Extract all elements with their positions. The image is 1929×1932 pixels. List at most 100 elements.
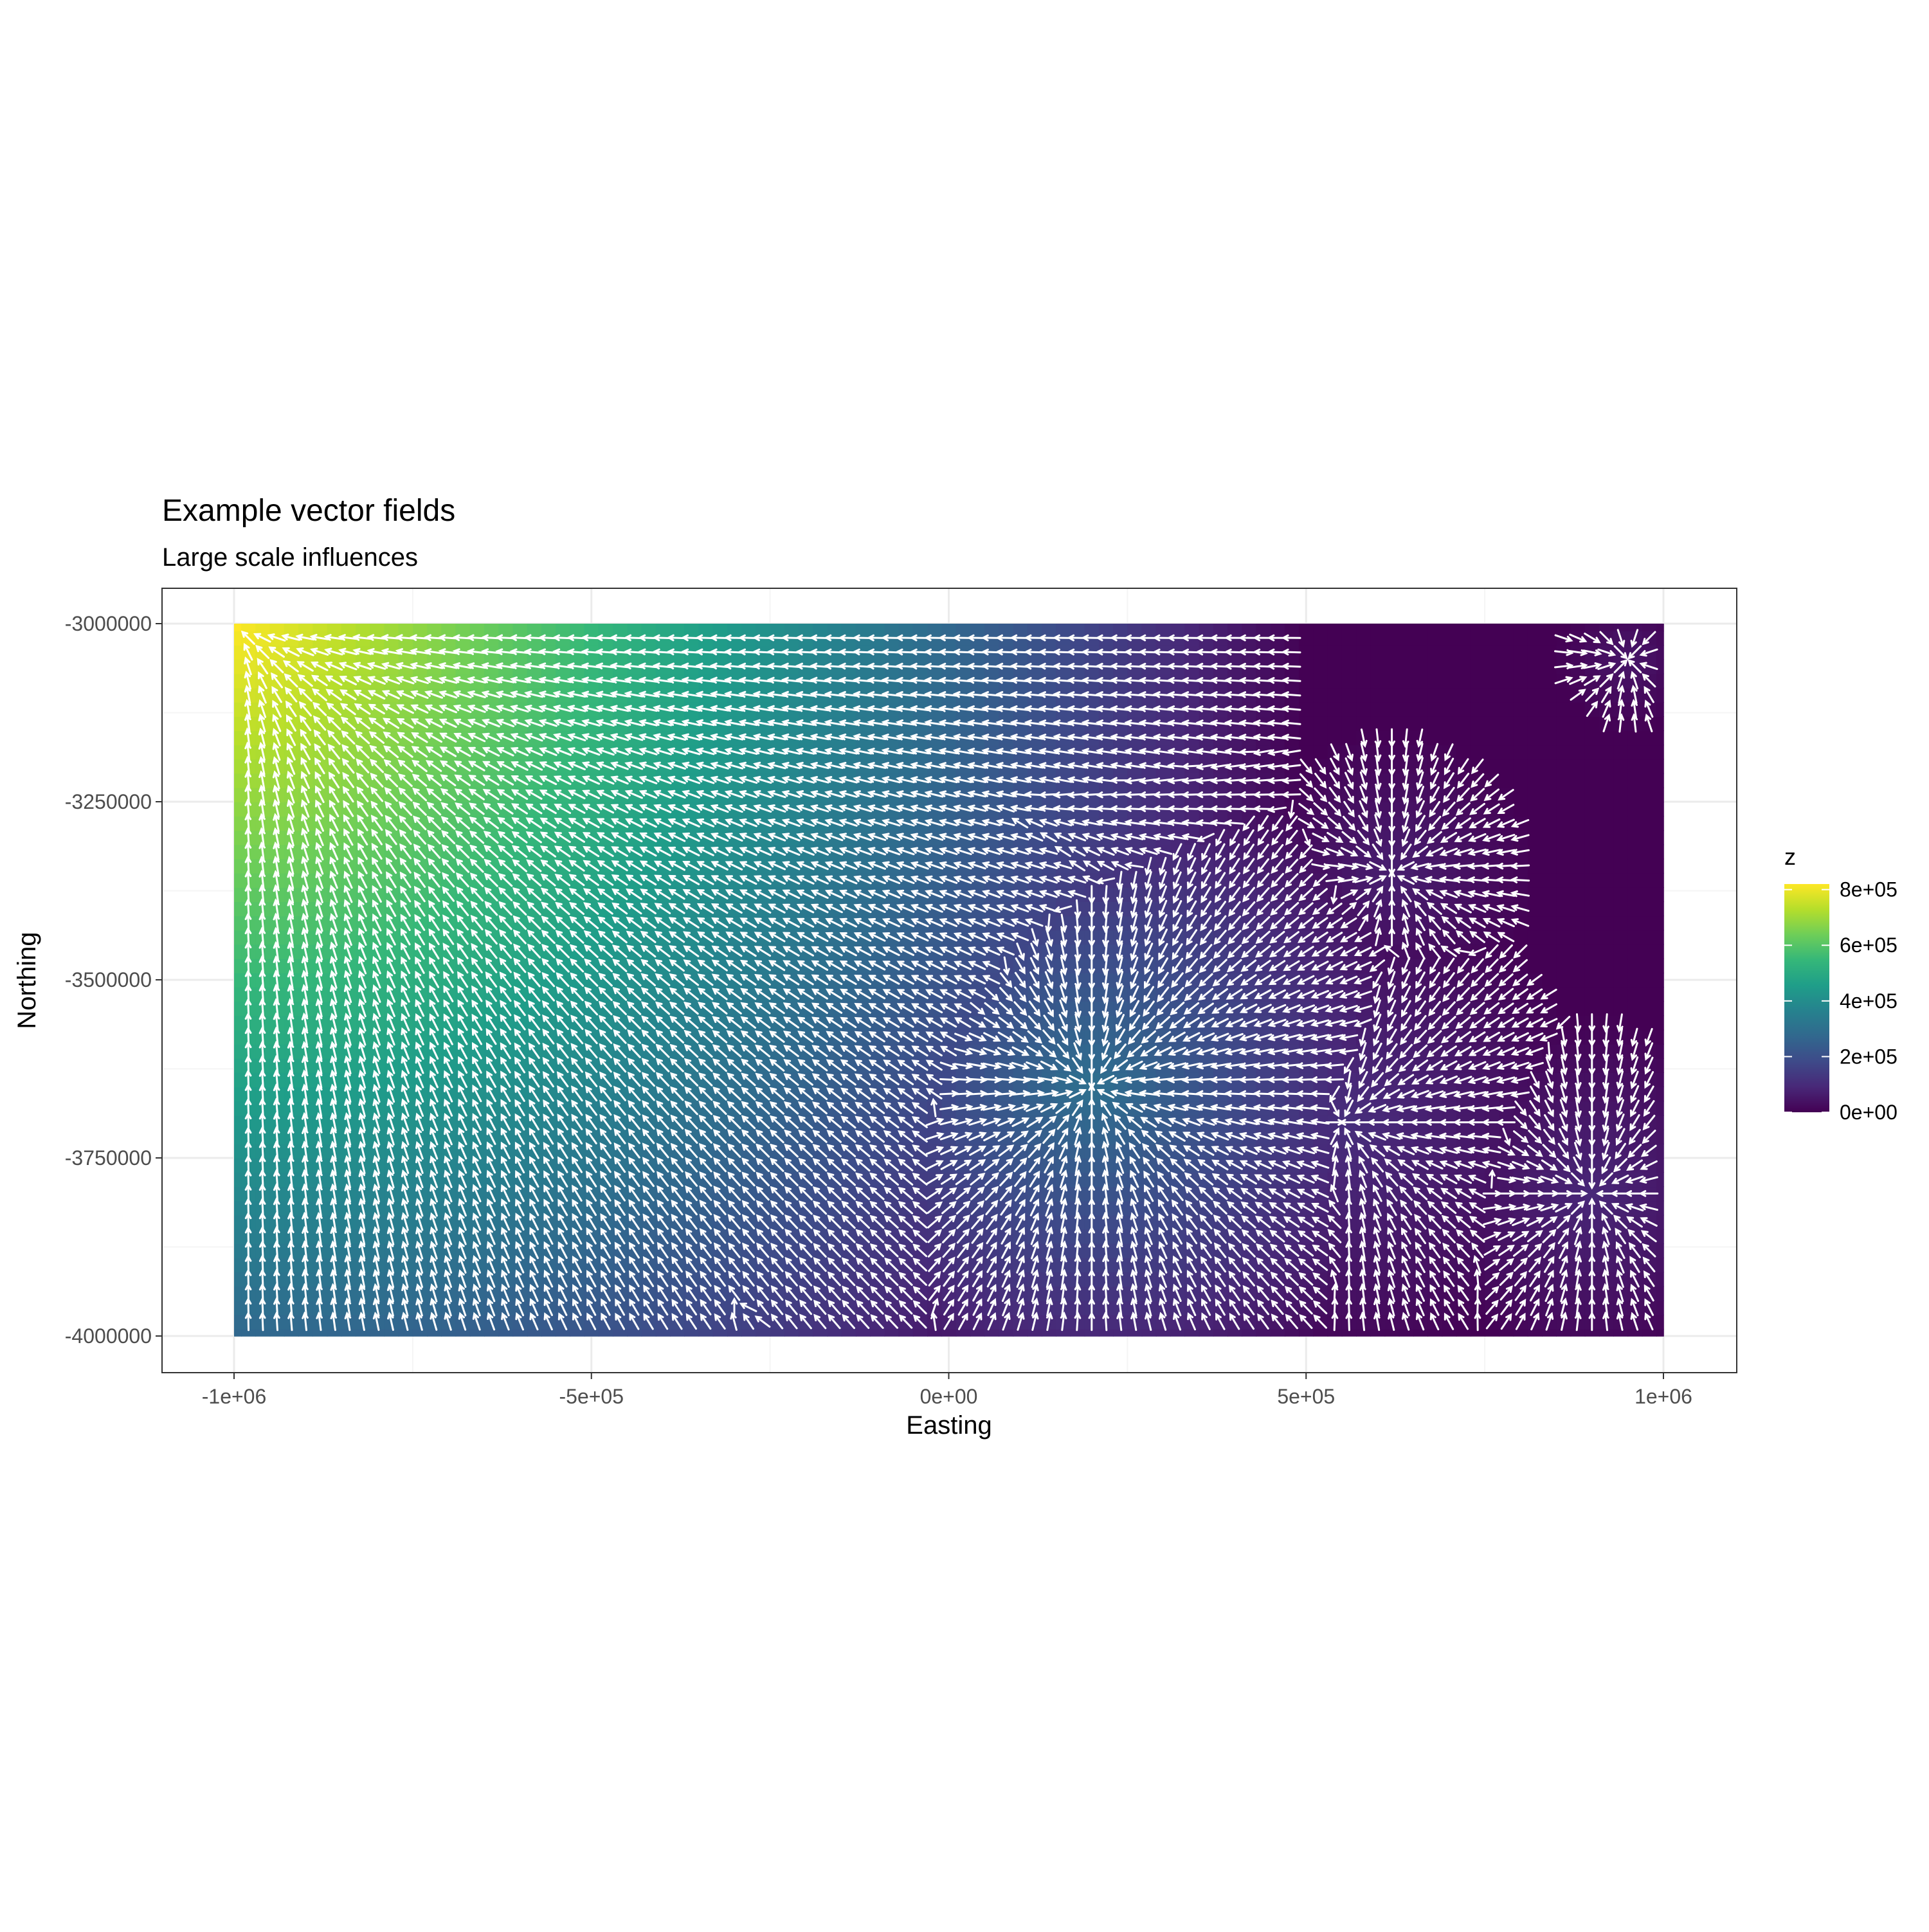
heatmap-tile xyxy=(456,1329,471,1337)
heatmap-tile xyxy=(1556,959,1571,973)
heatmap-tile xyxy=(234,659,242,674)
heatmap-tile xyxy=(770,1329,785,1337)
heatmap-tile xyxy=(270,624,285,631)
heatmap-tile xyxy=(1113,624,1128,631)
heatmap-tile xyxy=(1313,1329,1328,1337)
heatmap-tile xyxy=(1571,1329,1586,1337)
heatmap-tile xyxy=(1599,759,1614,774)
heatmap-tile xyxy=(1499,674,1514,689)
heatmap-tile xyxy=(1471,674,1485,689)
heatmap-tile xyxy=(1385,688,1400,703)
heatmap-tile xyxy=(1142,1329,1157,1337)
heatmap-tile xyxy=(1299,659,1314,674)
heatmap-tile xyxy=(1556,788,1571,802)
heatmap-tile xyxy=(1127,1329,1142,1337)
heatmap-tile xyxy=(234,702,242,717)
heatmap-tile xyxy=(727,624,742,631)
heatmap-tile xyxy=(1556,802,1571,817)
heatmap-tile xyxy=(1571,987,1586,1002)
heatmap-tile xyxy=(1585,873,1600,888)
heatmap-tile xyxy=(1370,674,1385,689)
heatmap-tile xyxy=(913,624,928,631)
heatmap-tile xyxy=(599,1329,613,1337)
heatmap-tile xyxy=(1499,730,1514,745)
heatmap-tile xyxy=(356,624,370,631)
heatmap-tile xyxy=(1528,716,1543,731)
heatmap-tile xyxy=(1385,645,1400,660)
heatmap-tile xyxy=(399,1329,413,1337)
heatmap-tile xyxy=(1271,624,1285,631)
heatmap-tile xyxy=(1599,859,1614,874)
heatmap-tile xyxy=(1542,973,1557,988)
heatmap-tile xyxy=(1514,745,1528,759)
heatmap-tile xyxy=(1471,716,1485,731)
heatmap-tile xyxy=(1499,702,1514,717)
heatmap-tile xyxy=(1613,987,1628,1002)
heatmap-tile xyxy=(1399,1329,1414,1337)
heatmap-tile xyxy=(1328,716,1343,731)
heatmap-tile xyxy=(234,930,242,944)
heatmap-tile xyxy=(1514,759,1528,774)
heatmap-tile xyxy=(234,1315,242,1330)
heatmap-tile xyxy=(784,1329,799,1337)
heatmap-tile xyxy=(234,1030,242,1045)
heatmap-tile xyxy=(1528,873,1543,888)
heatmap-tile xyxy=(1585,916,1600,930)
heatmap-tile xyxy=(842,624,856,631)
heatmap-tile xyxy=(1542,645,1557,660)
heatmap-tile xyxy=(1299,745,1314,759)
heatmap-tile xyxy=(441,1329,456,1337)
heatmap-tile xyxy=(456,624,471,631)
heatmap-tile xyxy=(813,1329,828,1337)
heatmap-tile xyxy=(234,944,242,959)
heatmap-tile xyxy=(1313,745,1328,759)
heatmap-tile xyxy=(1299,730,1314,745)
heatmap-tile xyxy=(234,959,242,973)
heatmap-tile xyxy=(1456,624,1471,631)
heatmap-tile xyxy=(1370,702,1385,717)
heatmap-tile xyxy=(1456,659,1471,674)
heatmap-tile xyxy=(999,624,1013,631)
heatmap-tile xyxy=(1028,1329,1042,1337)
heatmap-tile xyxy=(1528,930,1543,944)
heatmap-tile xyxy=(1413,688,1428,703)
heatmap-tile xyxy=(513,624,528,631)
heatmap-tile xyxy=(1571,859,1586,874)
heatmap-tile xyxy=(799,1329,813,1337)
heatmap-tile xyxy=(1485,1329,1499,1337)
heatmap-tile xyxy=(1542,845,1557,860)
heatmap-tile xyxy=(1599,887,1614,902)
heatmap-tile xyxy=(1370,631,1385,646)
heatmap-tile xyxy=(1142,624,1157,631)
heatmap-tile xyxy=(1242,1329,1256,1337)
heatmap-tile xyxy=(1199,1329,1214,1337)
heatmap-tile xyxy=(1528,802,1543,817)
heatmap-tile xyxy=(1328,674,1343,689)
heatmap-tile xyxy=(1585,887,1600,902)
heatmap-tile xyxy=(1328,702,1343,717)
heatmap-tile xyxy=(1213,624,1228,631)
heatmap-tile xyxy=(1456,745,1471,759)
heatmap-tile xyxy=(1442,674,1456,689)
heatmap-tile xyxy=(234,873,242,888)
heatmap-tile xyxy=(599,624,613,631)
heatmap-tile xyxy=(1399,659,1414,674)
heatmap-tile xyxy=(1199,624,1214,631)
heatmap-tile xyxy=(1370,624,1385,631)
heatmap-tile xyxy=(1213,1329,1228,1337)
heatmap-tile xyxy=(1227,1329,1242,1337)
heatmap-tile xyxy=(527,624,542,631)
heatmap-tile xyxy=(1485,659,1499,674)
heatmap-tile xyxy=(941,1329,956,1337)
heatmap-tile xyxy=(885,624,900,631)
heatmap-tile xyxy=(799,624,813,631)
heatmap-tile xyxy=(1328,624,1343,631)
heatmap-tile xyxy=(1313,688,1328,703)
heatmap-tile xyxy=(1542,730,1557,745)
heatmap-tile xyxy=(1556,745,1571,759)
heatmap-tile xyxy=(498,624,513,631)
heatmap-tile xyxy=(656,1329,671,1337)
heatmap-tile xyxy=(1613,944,1628,959)
heatmap-tile xyxy=(1599,845,1614,860)
